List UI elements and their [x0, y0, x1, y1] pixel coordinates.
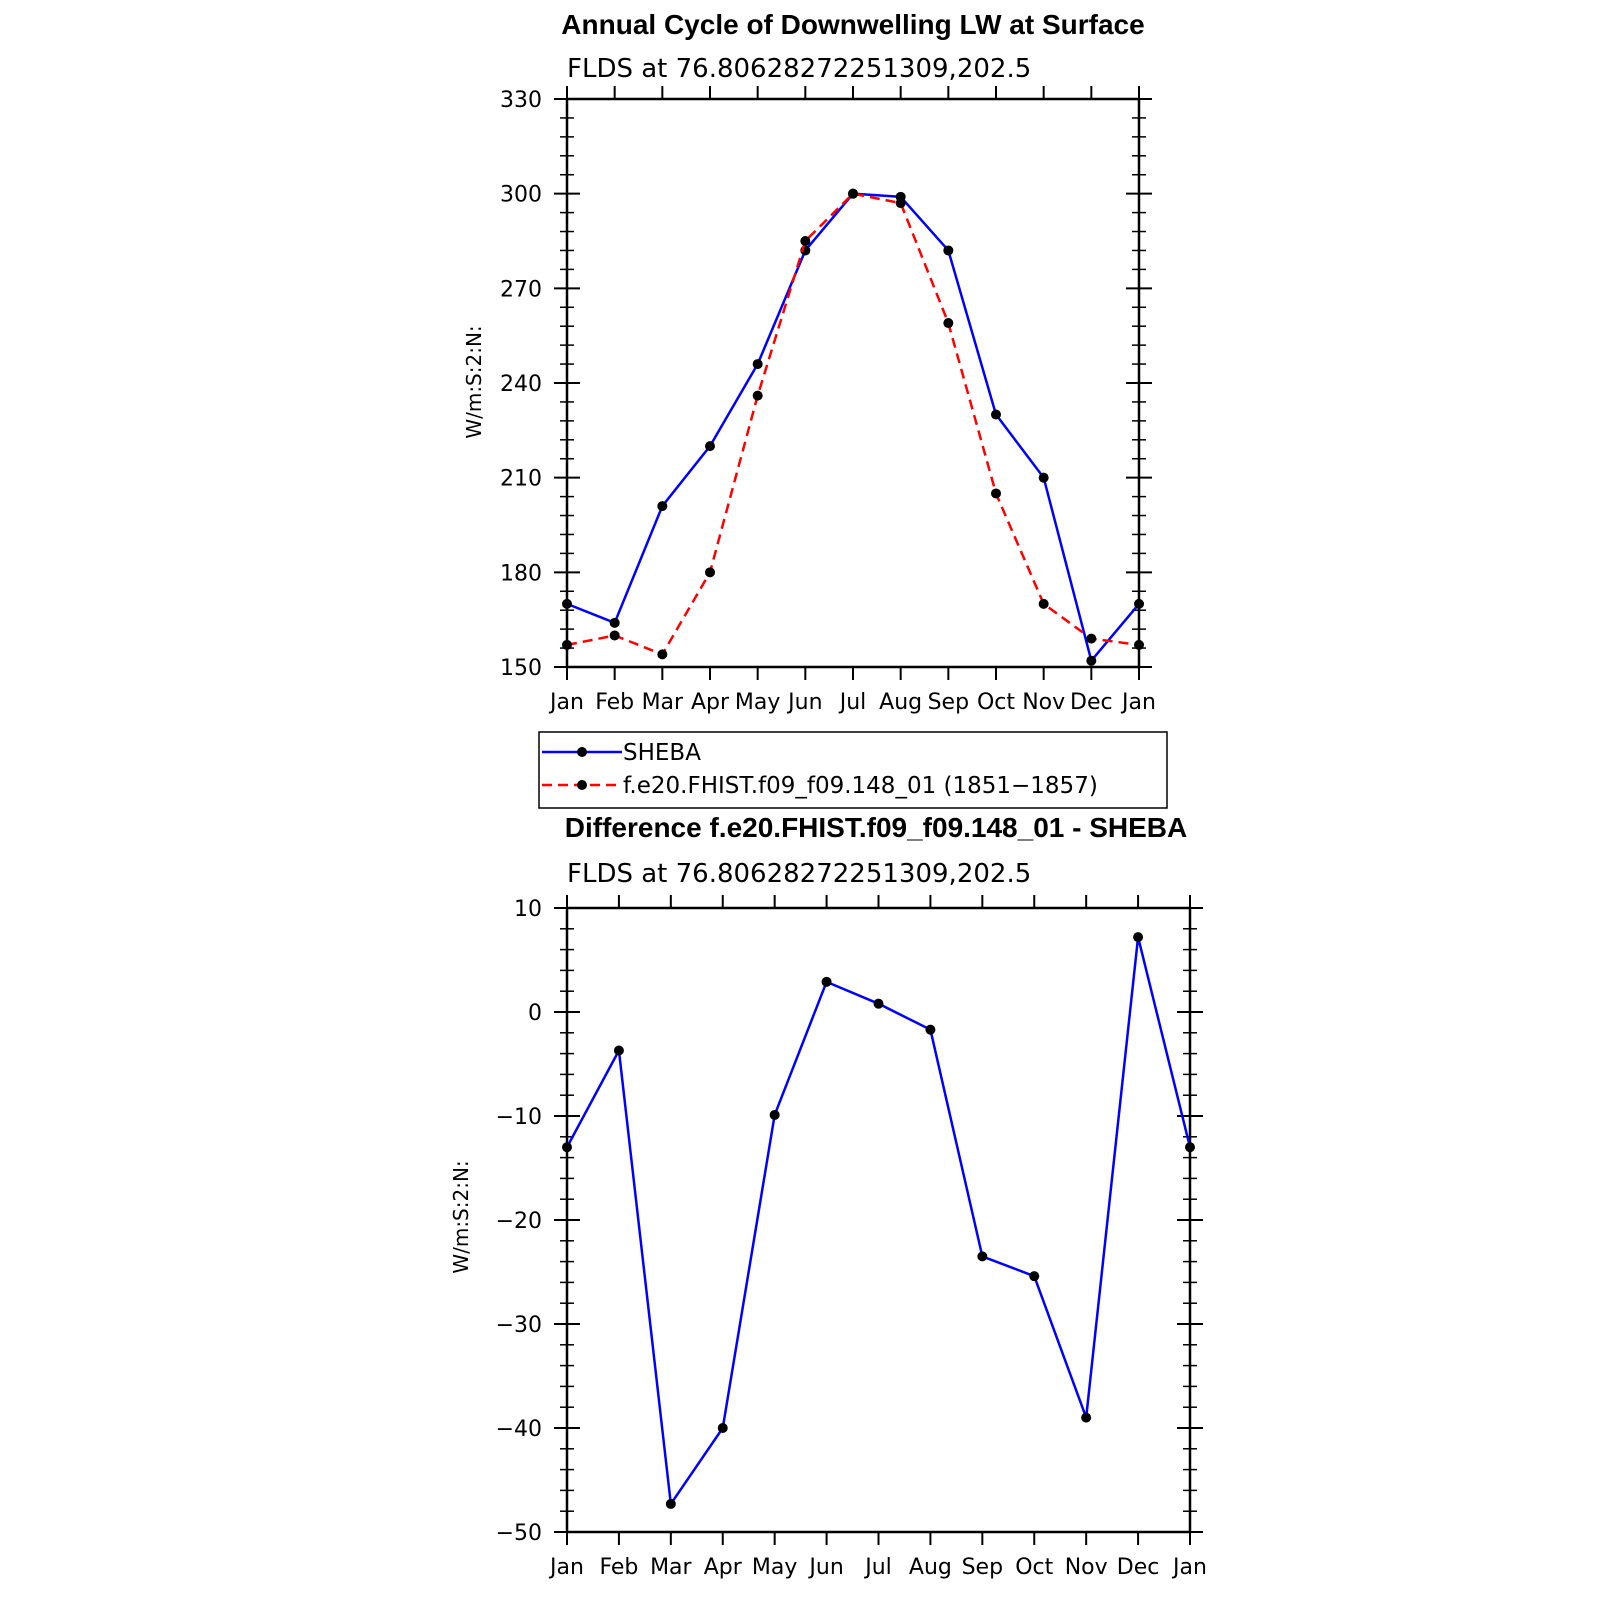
data-point	[769, 1109, 780, 1120]
y-tick-label: −30	[496, 1313, 542, 1338]
x-tick-label: Feb	[599, 1555, 638, 1580]
x-tick-label: Nov	[1022, 690, 1065, 715]
x-tick-label: Feb	[595, 690, 634, 715]
data-point	[1086, 633, 1097, 644]
data-point	[848, 188, 858, 199]
x-tick-label: Jul	[838, 690, 867, 715]
series-line-1	[566, 192, 1140, 656]
data-point	[943, 245, 954, 256]
x-tick-label: Dec	[1070, 690, 1113, 715]
y-tick-label: 10	[514, 897, 542, 922]
x-tick-label: Aug	[879, 690, 922, 715]
series-line-0	[565, 935, 1192, 1506]
difference-y-axis-label: W/m:S:2:N:	[449, 1160, 473, 1273]
data-point	[895, 198, 906, 209]
x-tick-label: Apr	[704, 1555, 743, 1580]
data-point	[1029, 1271, 1040, 1282]
y-tick-label: 330	[500, 88, 542, 113]
data-point	[800, 236, 811, 246]
difference-chart-title: Difference f.e20.FHIST.f09_f09.148_01 - …	[565, 812, 1188, 843]
x-tick-label: Jan	[548, 690, 584, 715]
legend: SHEBA f.e20.FHIST.f09_f09.148_01 (1851−1…	[538, 731, 1168, 809]
x-tick-label: Jun	[807, 1555, 843, 1580]
legend-box	[538, 731, 1168, 809]
data-point	[1134, 598, 1144, 609]
y-tick-label: 240	[500, 372, 542, 397]
data-point	[562, 1142, 572, 1153]
difference-chart-subtitle: FLDS at 76.80628272251309,202.5	[567, 859, 1031, 889]
legend-model-label: f.e20.FHIST.f09_f09.148_01 (1851−1857)	[623, 773, 1098, 799]
data-point	[1185, 1142, 1195, 1153]
series-line-0	[566, 192, 1140, 662]
x-tick-label: Nov	[1065, 1555, 1108, 1580]
x-tick-label: Sep	[928, 690, 969, 715]
data-point	[609, 617, 620, 628]
data-point	[873, 998, 884, 1009]
annual-cycle-chart: 150 180 210 240 270 300 330 Jan Feb Mar Apr May Jun J…	[500, 86, 1156, 715]
chart-title: Annual Cycle of Downwelling LW at Surfac…	[561, 9, 1144, 40]
data-point	[665, 1498, 676, 1509]
y-tick-label: 300	[500, 183, 542, 208]
y-tick-label: −40	[496, 1417, 542, 1442]
data-point	[657, 501, 668, 512]
x-tick-label: Jan	[1171, 1555, 1207, 1580]
x-tick-label: Oct	[1015, 1555, 1053, 1580]
difference-chart: −50 −40 −30 −20 −10 0 10 Jan Feb Mar Apr May Jun Jul A…	[496, 895, 1207, 1580]
y-tick-label: −20	[496, 1209, 542, 1234]
x-tick-label: Apr	[691, 690, 730, 715]
data-point	[1038, 598, 1049, 609]
x-tick-label: Jan	[548, 1555, 584, 1580]
legend-sheba-label: SHEBA	[623, 740, 701, 766]
data-point	[1086, 655, 1097, 666]
x-tick-label: May	[752, 1555, 797, 1580]
data-point	[657, 649, 668, 660]
x-tick-label: May	[735, 690, 780, 715]
y-tick-label: −10	[496, 1105, 542, 1130]
plot-frame	[565, 97, 1141, 669]
x-tick-label: Aug	[909, 1555, 952, 1580]
data-point	[717, 1423, 728, 1433]
x-tick-label: Jul	[863, 1555, 892, 1580]
x-tick-label: Jun	[786, 690, 822, 715]
x-tick-label: Mar	[642, 690, 684, 715]
data-point	[752, 359, 763, 370]
legend-sheba-marker	[577, 747, 587, 757]
y-tick-label: −50	[496, 1521, 542, 1546]
data-point	[991, 488, 1001, 499]
data-point	[705, 441, 715, 452]
x-tick-label: Sep	[962, 1555, 1003, 1580]
y-tick-label: 150	[500, 656, 542, 681]
y-axis-label: W/m:S:2:N:	[462, 325, 486, 438]
data-point	[752, 390, 763, 401]
data-point	[613, 1045, 624, 1056]
data-point	[925, 1024, 936, 1035]
data-point	[1038, 472, 1049, 483]
data-point	[609, 630, 620, 641]
x-tick-label: Mar	[650, 1555, 692, 1580]
y-tick-label: 210	[500, 467, 542, 492]
data-point	[977, 1251, 988, 1262]
chart-subtitle: FLDS at 76.80628272251309,202.5	[567, 54, 1031, 84]
data-point	[1133, 932, 1144, 943]
x-tick-label: Jan	[1120, 690, 1156, 715]
y-tick-label: 270	[500, 277, 542, 302]
data-point	[705, 567, 715, 578]
legend-model-marker	[577, 780, 587, 790]
y-tick-label: 0	[528, 1001, 542, 1026]
data-point	[821, 976, 832, 987]
data-point	[1134, 639, 1144, 650]
x-tick-label: Oct	[977, 690, 1015, 715]
data-point	[562, 598, 572, 609]
data-point	[1081, 1412, 1092, 1423]
data-point	[943, 318, 954, 329]
y-tick-label: 180	[500, 561, 542, 586]
data-point	[991, 409, 1001, 420]
data-point	[562, 639, 572, 650]
x-tick-label: Dec	[1117, 1555, 1160, 1580]
